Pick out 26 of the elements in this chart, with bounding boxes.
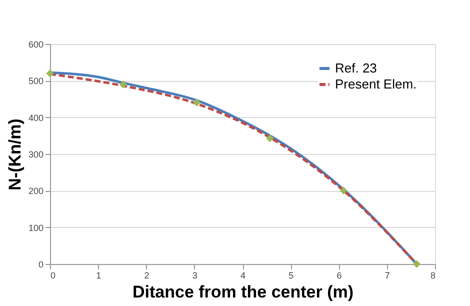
- legend-label: Ref. 23: [335, 60, 377, 76]
- y-tick-label: 500: [28, 76, 44, 86]
- x-tick-label: 4: [240, 270, 246, 280]
- x-axis-title: Ditance from the center (m): [132, 282, 354, 302]
- y-tick-label: 600: [28, 40, 44, 50]
- x-tick-label: 5: [288, 270, 294, 280]
- y-tick-label: 200: [28, 186, 44, 196]
- y-tick-label: 0: [38, 260, 44, 270]
- y-tick-label: 400: [28, 112, 44, 123]
- y-tick-label: 100: [28, 222, 44, 233]
- point: [119, 80, 128, 88]
- x-tick-label: 6: [336, 270, 342, 280]
- x-tick-label: 8: [430, 270, 436, 280]
- point: [412, 260, 421, 268]
- x-tick-label: 7: [384, 270, 390, 280]
- y-tick-label: 300: [28, 150, 44, 160]
- y-axis-title: N-(Kn/m): [5, 118, 24, 190]
- point: [192, 98, 201, 107]
- point: [266, 134, 274, 142]
- x-tick-label: 2: [144, 270, 150, 280]
- point: [46, 69, 54, 78]
- point: [340, 186, 348, 195]
- x-tick-label: 1: [96, 270, 102, 280]
- legend-label: Present Elem.: [335, 76, 417, 92]
- x-tick-label: 3: [192, 270, 198, 280]
- x-tick-label: 0: [50, 270, 56, 280]
